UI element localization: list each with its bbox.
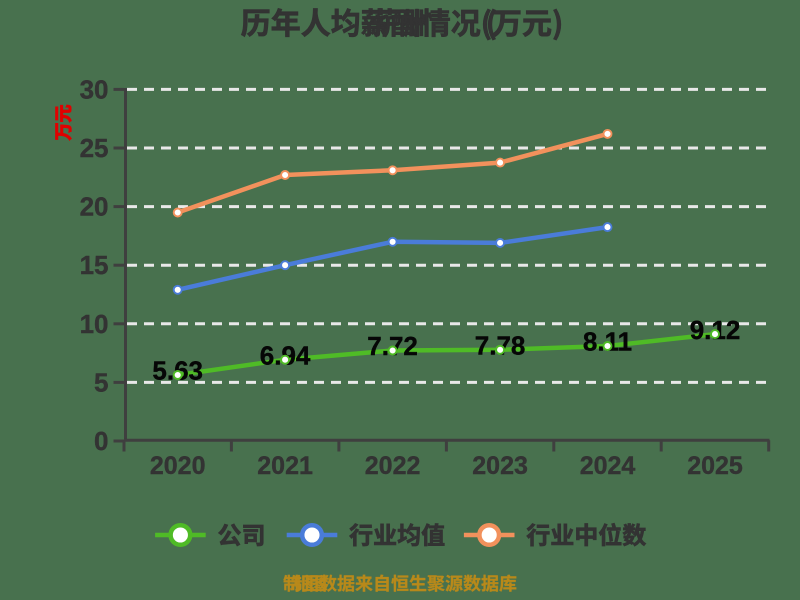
svg-text:8.11: 8.11 [583,327,632,357]
svg-text:2024: 2024 [580,452,636,480]
svg-text:2020: 2020 [150,452,206,480]
svg-text:5: 5 [94,367,108,397]
svg-text:25: 25 [80,133,109,163]
svg-text:30: 30 [80,74,109,104]
svg-text:2021: 2021 [257,452,313,480]
svg-text:7.78: 7.78 [475,331,526,361]
svg-text:20: 20 [80,192,109,222]
svg-text:2023: 2023 [472,452,528,480]
svg-text:2022: 2022 [365,452,421,480]
svg-text:15: 15 [80,250,109,280]
svg-text:2025: 2025 [687,452,743,480]
svg-text:10: 10 [80,309,109,339]
svg-text:0: 0 [94,426,108,456]
